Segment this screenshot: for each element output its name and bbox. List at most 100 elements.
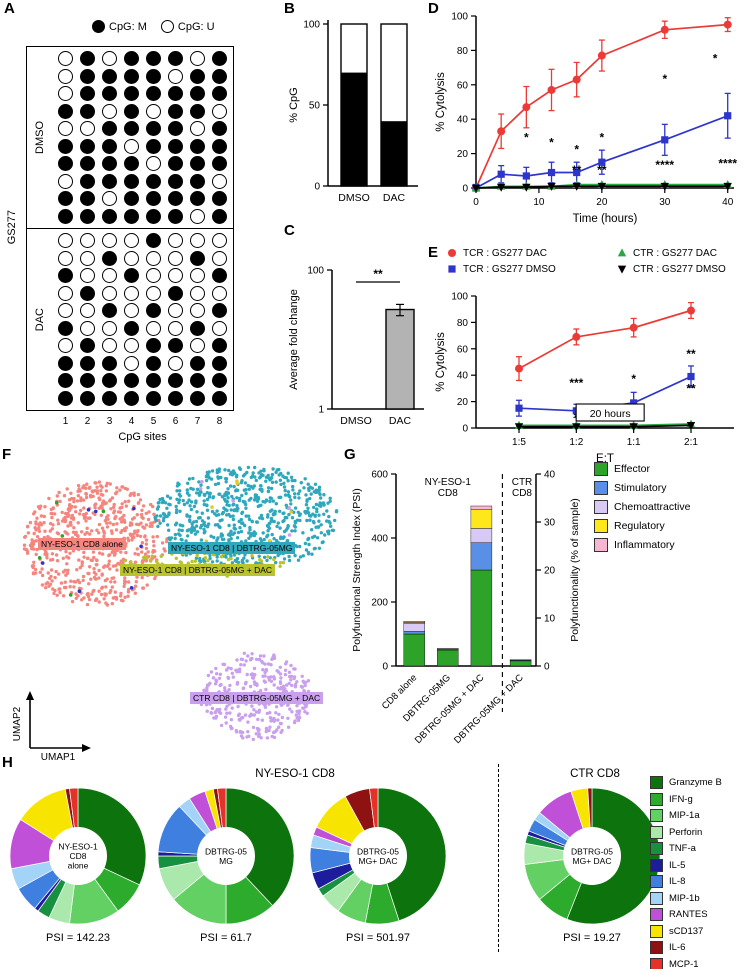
- cpg-methylated-circle: [168, 208, 183, 224]
- cpg-site-number: 1: [62, 416, 69, 427]
- cpg-methylated-circle: [146, 86, 161, 102]
- cpg-methylated-circle: [168, 51, 183, 67]
- cytokine-legend-item: Granzyme B: [650, 776, 722, 789]
- legend-swatch: [650, 891, 663, 905]
- cpg-methylated-circle: [58, 208, 73, 224]
- umap-speckle-dot: [68, 593, 73, 597]
- cpg-methylated-circle: [102, 68, 117, 84]
- cytokine-legend-item: MCP-1: [650, 957, 722, 969]
- cpg-site-number: 6: [172, 416, 179, 427]
- square-marker-icon: [448, 265, 456, 273]
- legend-swatch: [650, 957, 663, 969]
- note-box: [575, 403, 645, 422]
- bar-segment-effector: [437, 649, 459, 667]
- svg-text:% Cytolysis: % Cytolysis: [435, 332, 447, 392]
- cpg-row: [58, 138, 227, 156]
- svg-text:600: 600: [371, 470, 388, 481]
- svg-text:20: 20: [457, 397, 469, 408]
- cpg-methylated-circle: [58, 268, 73, 284]
- bar-segment-stimulatory: [470, 542, 493, 571]
- cpg-methylated-circle: [168, 173, 183, 189]
- cpg-row: [58, 390, 227, 408]
- cpg-methylated-circle: [124, 103, 139, 119]
- cpg-unmethylated-circle: [168, 233, 183, 249]
- cytokine-donut-chart: DBTRG-05MG: [157, 787, 295, 925]
- group-divider: [498, 764, 499, 952]
- legend-swatch: [650, 908, 663, 921]
- series-line: [475, 23, 728, 189]
- cpg-methylated-circle: [212, 156, 227, 172]
- svg-text:30: 30: [659, 197, 671, 208]
- cpg-methylated-circle: [146, 355, 161, 371]
- cpg-unmethylated-circle: [168, 320, 183, 336]
- svg-text:DAC: DAC: [389, 415, 412, 427]
- bar-methylated: [341, 72, 367, 186]
- umap-speckle-dot: [200, 479, 204, 484]
- panel-c-letter: C: [284, 222, 295, 239]
- svg-text:1:5: 1:5: [512, 437, 526, 448]
- cytokine-legend-item: sCD137: [650, 924, 722, 938]
- cpg-methylated-circle: [124, 156, 139, 172]
- cpg-methylated-circle: [212, 208, 227, 224]
- cpg-site-number: 3: [106, 416, 113, 427]
- cpg-methylated-circle: [146, 191, 161, 207]
- cpg-unmethylated-circle: [124, 355, 139, 371]
- cpg-methylated-circle: [80, 285, 95, 301]
- svg-text:***: ***: [569, 376, 583, 390]
- cpg-methylated-circle: [212, 338, 227, 354]
- series-line: [518, 309, 692, 370]
- legend-swatch: [594, 481, 608, 495]
- svg-text:*: *: [631, 372, 636, 386]
- cpg-methylated-circle: [168, 103, 183, 119]
- cpg-methylated-circle: [212, 51, 227, 67]
- svg-text:0: 0: [473, 197, 479, 208]
- umap-speckle-dot: [210, 505, 214, 509]
- umap-scatter: UMAP2 UMAP1: [8, 456, 343, 771]
- cpg-unmethylated-circle: [58, 86, 73, 102]
- bar-segment-chemoattractive: [509, 659, 532, 661]
- legend-swatch: [594, 538, 608, 552]
- psi-legend-item: Effector: [594, 462, 690, 476]
- svg-text:50: 50: [309, 101, 321, 112]
- cpg-methylated-circle: [212, 303, 227, 319]
- psi-value: PSI = 61.7: [200, 932, 252, 944]
- open-circle-icon: [160, 20, 174, 33]
- cpg-unmethylated-circle: [102, 233, 117, 249]
- panel-b-chart: 0 50 100 DMSO DAC % CpG: [286, 10, 426, 227]
- umap-cluster-dots: [199, 651, 313, 742]
- svg-text:200: 200: [371, 598, 388, 609]
- cpg-methylated-circle: [168, 156, 183, 172]
- psi-stacked-bar-chart: 0200400600010203040NY-ESO-1CD8CTRCD8CD8 …: [351, 470, 581, 747]
- svg-text:DMSO: DMSO: [340, 415, 372, 427]
- svg-text:DBTRG-05: DBTRG-05: [205, 846, 247, 856]
- cpg-block-dmso: DMSO: [27, 47, 233, 228]
- legend-label: CTR : GS277 DAC: [633, 247, 717, 259]
- panel-g-letter: G: [344, 446, 356, 463]
- cpg-methylated-circle: [190, 191, 205, 207]
- cpg-methylated-circle: [190, 390, 205, 406]
- cpg-methylated-circle: [190, 86, 205, 102]
- cpg-methylated-circle: [102, 86, 117, 102]
- donut-dbtrg-dac: DBTRG-05 MG+ DAC: [304, 782, 452, 935]
- cpg-row: [58, 250, 227, 268]
- cpg-methylated-circle: [146, 51, 161, 67]
- cpg-methylated-circle: [124, 191, 139, 207]
- cpg-unmethylated-circle: [190, 208, 205, 224]
- cpg-methylated-circle: [124, 208, 139, 224]
- svg-text:2:1: 2:1: [684, 437, 698, 448]
- psi-value: PSI = 501.97: [346, 932, 410, 944]
- cpg-methylated-circle: [212, 68, 227, 84]
- cpg-row: [58, 155, 227, 173]
- cpg-methylated-circle: [102, 303, 117, 319]
- svg-text:10: 10: [533, 197, 545, 208]
- series-legend: TCR : GS277 DAC CTR : GS277 DAC TCR : GS27…: [446, 247, 754, 275]
- bar-segment-inflammatory: [403, 620, 425, 623]
- series-line: [519, 424, 692, 428]
- cytokine-legend-item: IL-8: [650, 875, 722, 888]
- svg-text:DBTRG-05: DBTRG-05: [571, 846, 613, 856]
- cpg-methylated-circle: [190, 68, 205, 84]
- cytokine-legend-item: IL-6: [650, 941, 722, 954]
- umap-cluster-dots: [153, 465, 339, 572]
- cpg-methylated-circle: [80, 355, 95, 371]
